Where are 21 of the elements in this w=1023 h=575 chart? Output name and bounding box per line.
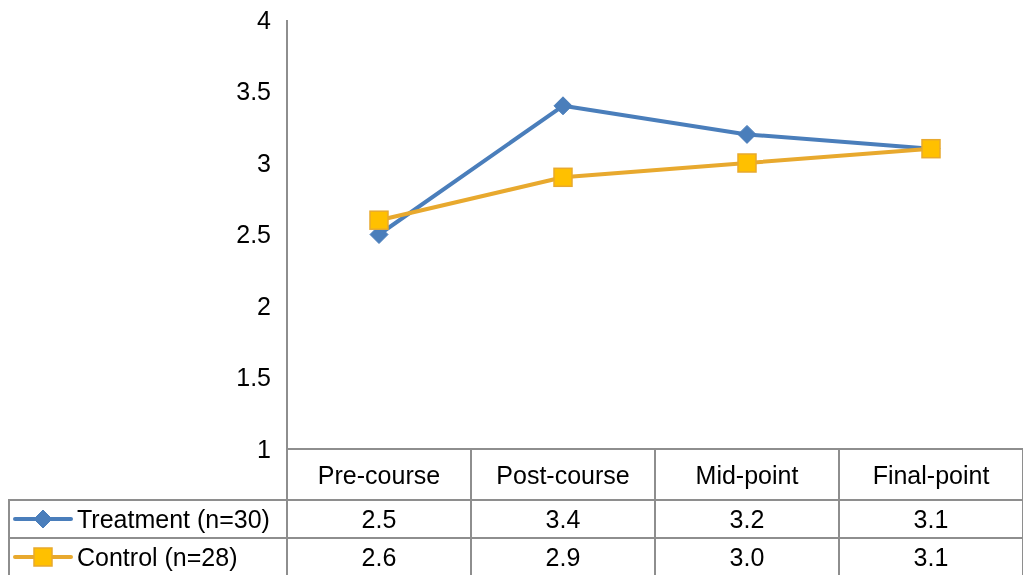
legend-label: Treatment (n=30) [77, 504, 270, 534]
data-label: 3.0 [654, 537, 840, 575]
x-tick-label: Mid-point [695, 460, 799, 489]
y-tick-label: 4 [257, 5, 272, 34]
x-tick-label: Final-point [872, 460, 990, 489]
y-tick-label: 1 [257, 434, 271, 463]
x-tick-label: Pre-course [317, 460, 441, 489]
data-label: 3.1 [838, 499, 1023, 539]
data-label: 2.9 [470, 537, 656, 575]
y-tick-label: 2.5 [236, 220, 271, 249]
data-label: 2.6 [286, 537, 472, 575]
data-label: 2.5 [286, 499, 472, 539]
y-tick-label: 1.5 [236, 363, 271, 392]
y-tick-label: 2 [257, 291, 271, 320]
y-tick-label: 3.5 [236, 77, 271, 106]
data-label: 3.4 [470, 499, 656, 539]
x-tick-label: Post-course [496, 460, 630, 489]
data-label: 3.1 [838, 537, 1023, 575]
y-tick-label: 3 [257, 148, 271, 177]
data-label: 3.2 [654, 499, 840, 539]
legend-label: Control (n=28) [77, 542, 238, 572]
